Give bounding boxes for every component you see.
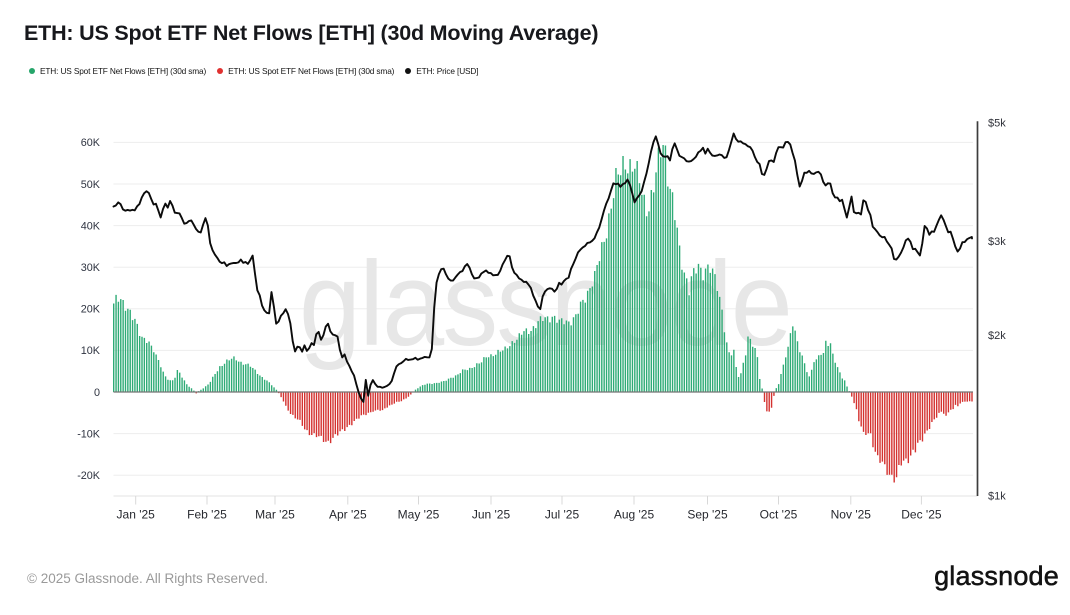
svg-text:-10K: -10K	[77, 428, 101, 440]
svg-text:Apr '25: Apr '25	[329, 508, 367, 522]
svg-text:May '25: May '25	[398, 508, 440, 522]
svg-text:Jun '25: Jun '25	[472, 508, 511, 522]
svg-text:-20K: -20K	[77, 470, 101, 482]
svg-text:$3k: $3k	[988, 236, 1006, 248]
svg-text:Aug '25: Aug '25	[614, 508, 655, 522]
svg-text:Dec '25: Dec '25	[901, 508, 942, 522]
svg-text:30K: 30K	[81, 262, 101, 274]
svg-text:Oct '25: Oct '25	[760, 508, 798, 522]
svg-text:60K: 60K	[81, 137, 101, 149]
svg-text:Sep '25: Sep '25	[687, 508, 728, 522]
svg-text:Nov '25: Nov '25	[831, 508, 872, 522]
svg-text:20K: 20K	[81, 304, 101, 316]
svg-text:$1k: $1k	[988, 490, 1006, 502]
svg-text:0: 0	[94, 387, 100, 399]
svg-text:Jan '25: Jan '25	[117, 508, 156, 522]
svg-text:$2k: $2k	[988, 330, 1006, 342]
svg-text:50K: 50K	[81, 179, 101, 191]
svg-text:$5k: $5k	[988, 118, 1006, 130]
svg-text:Mar '25: Mar '25	[255, 508, 295, 522]
svg-text:Jul '25: Jul '25	[545, 508, 580, 522]
svg-text:40K: 40K	[81, 220, 101, 232]
svg-text:10K: 10K	[81, 345, 101, 357]
svg-text:Feb '25: Feb '25	[187, 508, 227, 522]
